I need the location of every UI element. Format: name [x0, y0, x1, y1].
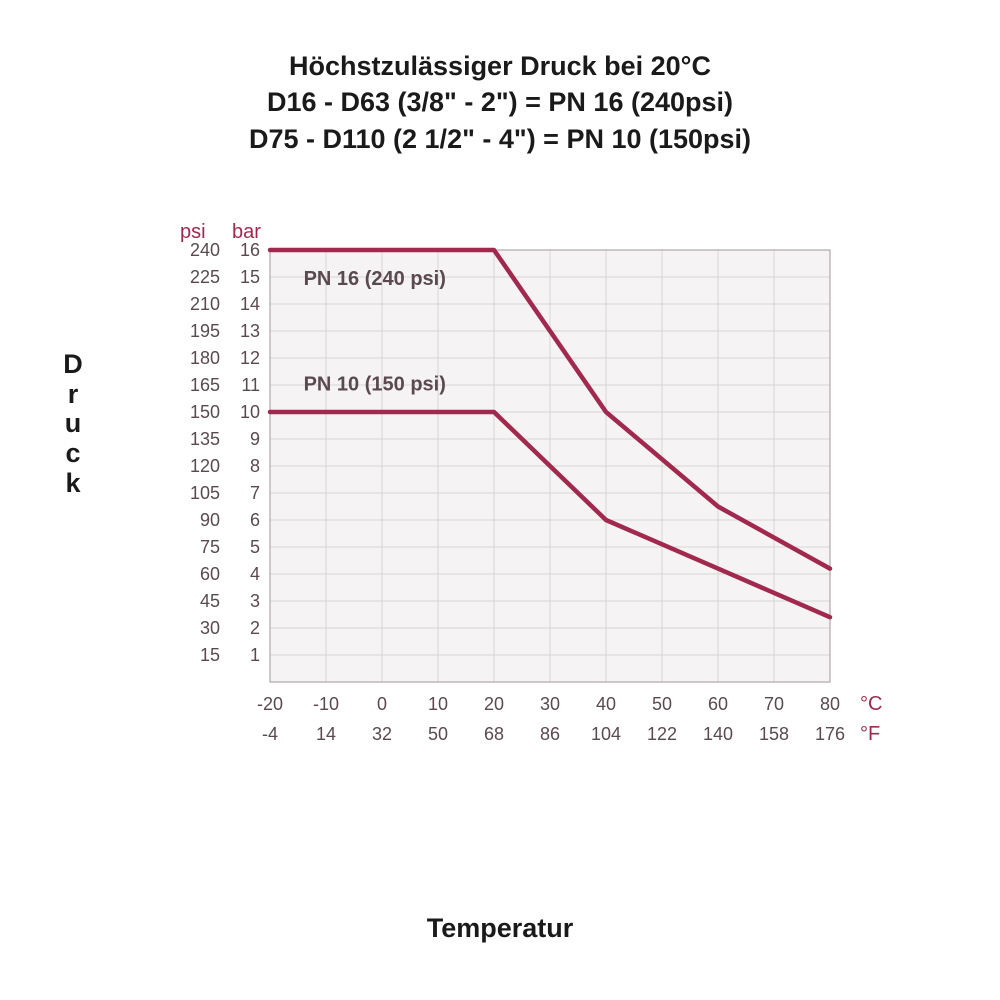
- series-label: PN 16 (240 psi): [304, 268, 446, 290]
- y-tick-psi: 45: [200, 591, 220, 611]
- y-tick-psi: 180: [190, 348, 220, 368]
- x-tick-f: 86: [540, 724, 560, 744]
- y-tick-bar: 2: [250, 618, 260, 638]
- x-tick-c: 0: [377, 694, 387, 714]
- x-tick-c: 80: [820, 694, 840, 714]
- x-tick-c: 40: [596, 694, 616, 714]
- x-tick-f: 158: [759, 724, 789, 744]
- x-tick-c: 20: [484, 694, 504, 714]
- y-tick-psi: 195: [190, 321, 220, 341]
- x-tick-c: 30: [540, 694, 560, 714]
- y-tick-bar: 14: [240, 294, 260, 314]
- x-tick-c: 60: [708, 694, 728, 714]
- y-tick-bar: 9: [250, 429, 260, 449]
- series-label: PN 10 (150 psi): [304, 373, 446, 395]
- x-axis-label: Temperatur: [0, 913, 1000, 944]
- x-tick-f: 104: [591, 724, 621, 744]
- x-tick-c: 10: [428, 694, 448, 714]
- y-tick-bar: 4: [250, 564, 260, 584]
- x-tick-c: -20: [257, 694, 283, 714]
- x-tick-c: -10: [313, 694, 339, 714]
- y-tick-psi: 120: [190, 456, 220, 476]
- x-tick-c: 70: [764, 694, 784, 714]
- x-tick-f: 14: [316, 724, 336, 744]
- y-tick-bar: 6: [250, 510, 260, 530]
- y-tick-psi: 105: [190, 483, 220, 503]
- header-line-3: D75 - D110 (2 1/2" - 4") = PN 10 (150psi…: [0, 121, 1000, 157]
- y-tick-psi: 240: [190, 240, 220, 260]
- y-tick-psi: 135: [190, 429, 220, 449]
- y-tick-psi: 60: [200, 564, 220, 584]
- y-tick-bar: 8: [250, 456, 260, 476]
- y-tick-psi: 90: [200, 510, 220, 530]
- y-tick-bar: 11: [241, 375, 260, 395]
- y-tick-bar: 13: [240, 321, 260, 341]
- header-block: Höchstzulässiger Druck bei 20°C D16 - D6…: [0, 48, 1000, 157]
- y-axis-label-letter: k: [58, 469, 88, 499]
- x-tick-f: 68: [484, 724, 504, 744]
- y-tick-psi: 210: [190, 294, 220, 314]
- pressure-temperature-chart: psibar2401622515210141951318012165111501…: [100, 220, 920, 840]
- y-axis-label-letter: D: [58, 350, 88, 380]
- x-unit-c: °C: [860, 693, 882, 715]
- y-tick-psi: 75: [200, 537, 220, 557]
- x-unit-f: °F: [860, 723, 880, 745]
- chart-svg: psibar2401622515210141951318012165111501…: [100, 220, 920, 840]
- y-axis-label-letter: c: [58, 439, 88, 469]
- y-axis-label-letter: u: [58, 409, 88, 439]
- y-tick-bar: 1: [250, 645, 260, 665]
- header-line-1: Höchstzulässiger Druck bei 20°C: [0, 48, 1000, 84]
- x-tick-f: 32: [372, 724, 392, 744]
- x-tick-f: -4: [262, 724, 278, 744]
- y-tick-bar: 5: [250, 537, 260, 557]
- y-tick-bar: 3: [250, 591, 260, 611]
- x-tick-f: 122: [647, 724, 677, 744]
- x-tick-c: 50: [652, 694, 672, 714]
- y-tick-bar: 12: [240, 348, 260, 368]
- y-axis-label: Druck: [58, 350, 88, 498]
- y-tick-bar: 15: [240, 267, 260, 287]
- y-tick-psi: 30: [200, 618, 220, 638]
- y-tick-psi: 225: [190, 267, 220, 287]
- header-line-2: D16 - D63 (3/8" - 2") = PN 16 (240psi): [0, 84, 1000, 120]
- y-tick-bar: 10: [240, 402, 260, 422]
- y-axis-label-letter: r: [58, 380, 88, 410]
- x-tick-f: 140: [703, 724, 733, 744]
- y-tick-psi: 15: [200, 645, 220, 665]
- y-tick-bar: 7: [250, 483, 260, 503]
- y-tick-psi: 150: [190, 402, 220, 422]
- x-tick-f: 176: [815, 724, 845, 744]
- x-tick-f: 50: [428, 724, 448, 744]
- y-tick-bar: 16: [240, 240, 260, 260]
- y-tick-psi: 165: [190, 375, 220, 395]
